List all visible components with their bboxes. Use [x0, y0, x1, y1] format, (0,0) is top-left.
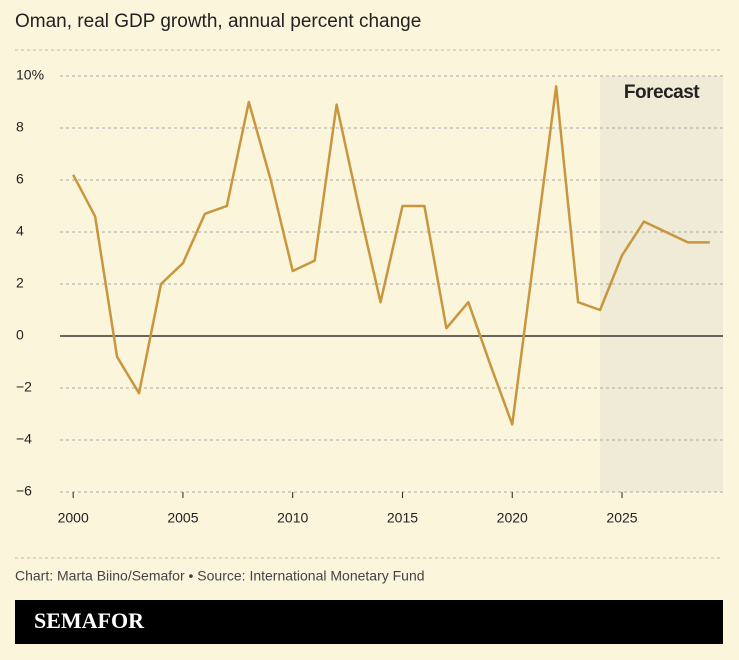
x-tick-label: 2005	[167, 510, 198, 526]
x-tick-label: 2015	[387, 510, 418, 526]
y-tick-label: 8	[16, 119, 24, 135]
logo: SEMAFOR	[34, 608, 145, 633]
y-tick-label: 0	[16, 327, 24, 343]
y-tick-label: 6	[16, 171, 24, 187]
x-tick-label: 2000	[58, 510, 89, 526]
y-tick-label: −6	[16, 483, 32, 499]
chart-title: Oman, real GDP growth, annual percent ch…	[15, 11, 421, 32]
x-tick-label: 2010	[277, 510, 308, 526]
y-tick-label: −2	[16, 379, 32, 395]
y-tick-label: 2	[16, 275, 24, 291]
data-line	[72, 85, 710, 426]
y-tick-label: 10%	[16, 67, 44, 83]
y-tick-label: −4	[16, 431, 32, 447]
y-tick-label: 4	[16, 223, 24, 239]
logo-bar	[15, 600, 723, 644]
x-tick-label: 2025	[606, 510, 637, 526]
source: Chart: Marta Biino/Semafor • Source: Int…	[15, 568, 425, 584]
plot: Forecast 10% 8 6 4 2 0 −2 −4 −6 2000 2005 2010 2015 20…	[16, 67, 723, 526]
forecast-label: Forecast	[624, 82, 700, 103]
x-tick-label: 2020	[497, 510, 528, 526]
